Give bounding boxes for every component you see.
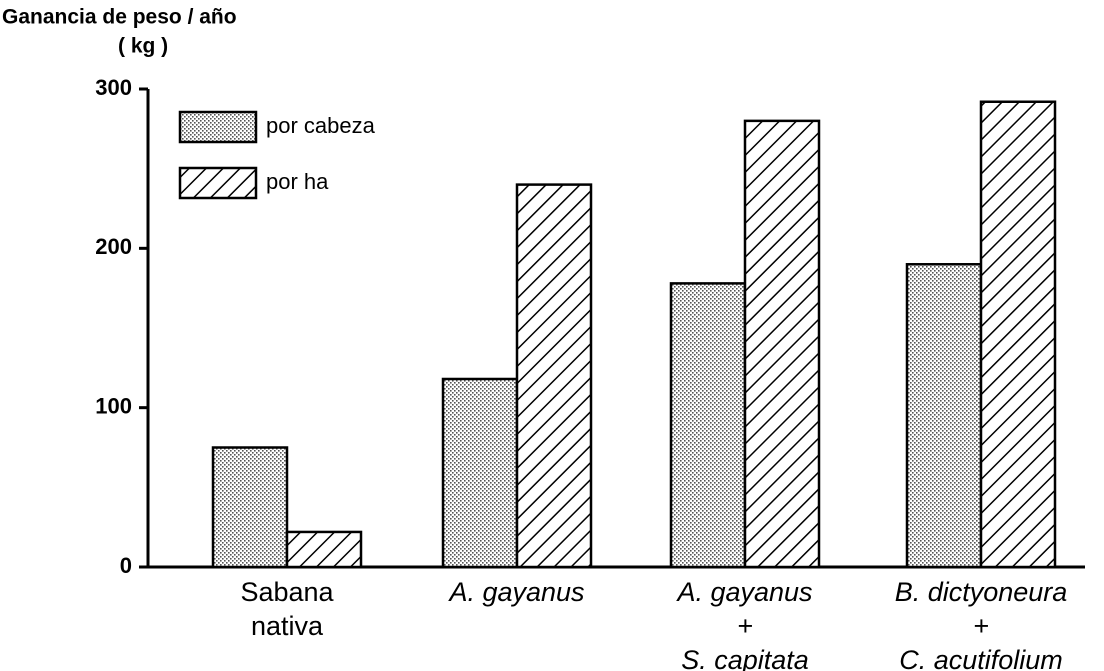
bar [515, 183, 593, 569]
x-tick-label: A. gayanus [447, 577, 584, 607]
bar [905, 263, 983, 569]
x-tick-label: + [973, 611, 989, 641]
legend-label: por cabeza [266, 113, 376, 138]
y-tick-label: 0 [120, 553, 132, 578]
y-axis-label: Ganancia de peso / año [2, 6, 237, 29]
bar [669, 282, 747, 569]
y-axis-unit: ( kg ) [118, 35, 168, 58]
x-tick-label: A. gayanus [675, 577, 812, 607]
x-tick-label: nativa [251, 611, 324, 641]
bar [743, 119, 821, 569]
y-tick-label: 200 [95, 234, 132, 259]
bar [211, 446, 289, 569]
x-tick-label: + [737, 611, 753, 641]
x-tick-label: Sabana [240, 577, 334, 607]
legend-label: por ha [266, 169, 329, 194]
bar [285, 530, 363, 569]
x-tick-label: C. acutifolium [899, 645, 1063, 671]
legend-swatch [178, 166, 258, 200]
y-tick-label: 100 [95, 393, 132, 418]
x-tick-label: S. capitata [681, 645, 809, 671]
bar [441, 377, 519, 569]
x-tick-label: B. dictyoneura [895, 577, 1068, 607]
bar [979, 100, 1057, 569]
legend-swatch [178, 110, 258, 144]
y-tick-label: 300 [95, 75, 132, 100]
